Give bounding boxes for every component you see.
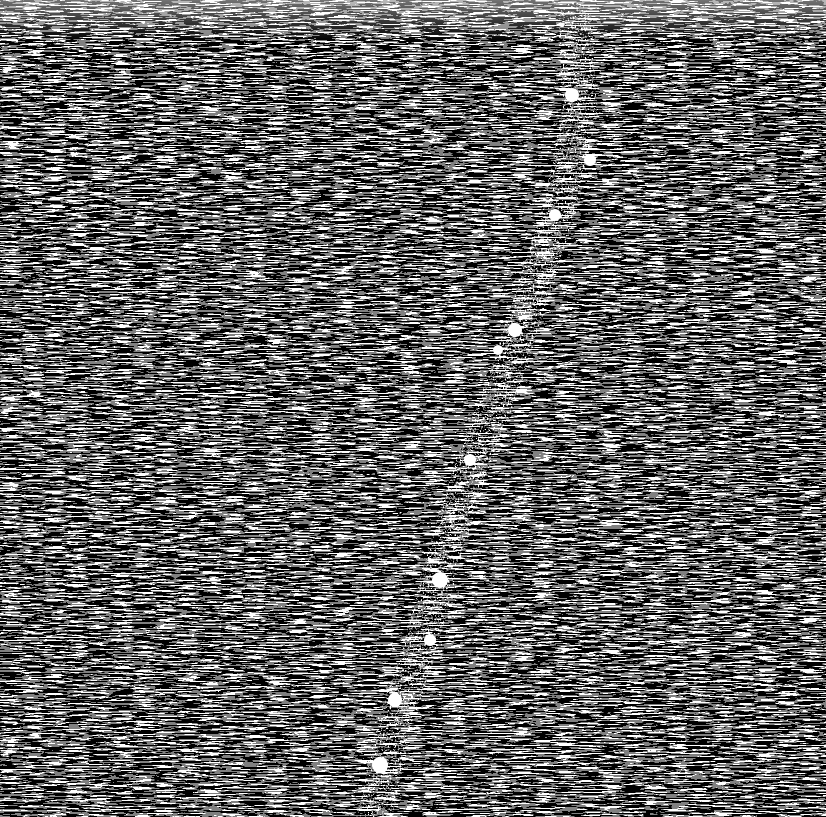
spot: [565, 88, 579, 102]
body: [0, 0, 826, 817]
spot: [508, 323, 522, 337]
spot: [464, 454, 476, 466]
dark-bottom-band: [0, 780, 826, 817]
spot: [493, 345, 503, 355]
spot: [424, 634, 436, 646]
spot: [372, 757, 388, 773]
spot: [388, 693, 402, 707]
spot: [432, 572, 448, 588]
page: {} html, body { margin: 0; padding: 0; b…: [0, 0, 826, 817]
noise-image: [0, 0, 826, 817]
spot: [549, 209, 561, 221]
spot: [584, 154, 596, 166]
